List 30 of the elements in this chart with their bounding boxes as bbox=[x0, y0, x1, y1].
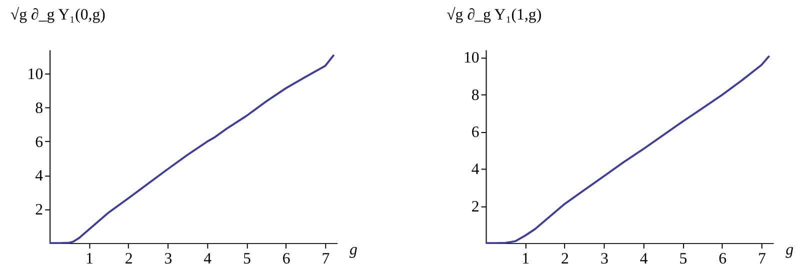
line-series bbox=[48, 54, 335, 244]
y-tick-label: 10 bbox=[463, 50, 480, 67]
y-tick-label: 6 bbox=[35, 134, 44, 151]
y-tick-label: 2 bbox=[471, 198, 480, 216]
y-axis-title: √g ∂_g Y₁(1,g) bbox=[446, 6, 542, 24]
x-tick-label: 6 bbox=[282, 250, 290, 268]
y-tick-label: 2 bbox=[35, 202, 44, 219]
x-tick-label: 5 bbox=[679, 250, 688, 268]
x-axis-title: g bbox=[349, 241, 358, 258]
x-tick-label: 5 bbox=[243, 250, 252, 268]
x-tick-label: 3 bbox=[600, 250, 608, 268]
x-tick-label: 3 bbox=[164, 250, 172, 268]
y-tick-label: 8 bbox=[471, 86, 480, 104]
x-tick-label: 7 bbox=[322, 250, 330, 268]
y-tick-label: 10 bbox=[27, 66, 44, 83]
y-axis-title: √g ∂_g Y₁(0,g) bbox=[10, 6, 106, 24]
x-tick-label: 2 bbox=[561, 250, 570, 268]
y-tick-label: 4 bbox=[35, 168, 44, 185]
line-series bbox=[484, 54, 770, 244]
x-tick-label: 1 bbox=[522, 250, 530, 268]
x-tick-label: 6 bbox=[718, 250, 727, 268]
x-axis-title: g bbox=[786, 241, 794, 258]
x-tick-label: 1 bbox=[85, 250, 94, 268]
y-tick-label: 8 bbox=[35, 100, 44, 117]
x-tick-label: 2 bbox=[124, 250, 133, 268]
y-tick-label: 6 bbox=[471, 124, 480, 141]
x-tick-label: 4 bbox=[640, 250, 648, 268]
x-tick-label: 4 bbox=[204, 250, 212, 268]
y-tick-label: 4 bbox=[471, 161, 480, 178]
x-tick-label: 7 bbox=[758, 250, 766, 268]
